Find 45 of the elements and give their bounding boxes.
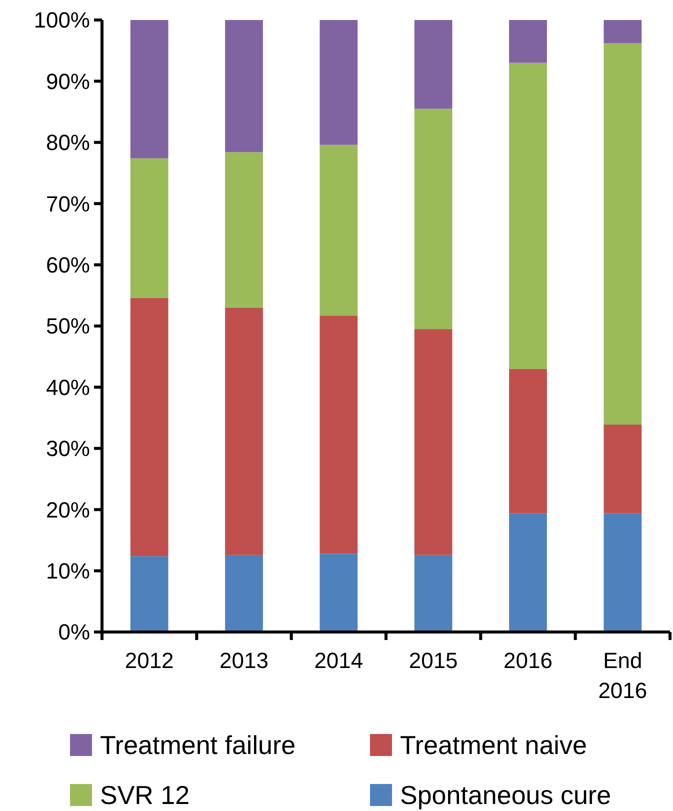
bar: [604, 513, 642, 632]
bar: [225, 308, 263, 555]
bar: [414, 329, 452, 555]
y-tick-label: 40%: [46, 374, 90, 400]
bar: [509, 20, 547, 63]
bar: [225, 554, 263, 632]
bar: [604, 424, 642, 514]
bar: [604, 20, 642, 44]
y-tick-label: 70%: [46, 191, 90, 216]
bar: [320, 554, 358, 632]
bar: [130, 298, 168, 556]
x-tick-label: 2016: [504, 648, 552, 673]
x-tick-label: 2015: [408, 648, 458, 673]
y-tick-label: 50%: [46, 314, 90, 339]
bar: [320, 316, 358, 554]
bar: [225, 20, 263, 152]
y-tick-label: 60%: [46, 252, 90, 278]
x-tick-label: 2013: [220, 648, 268, 673]
y-tick-label: 20%: [46, 497, 90, 522]
bar: [604, 43, 642, 425]
bar: [130, 158, 168, 298]
bar: [130, 20, 168, 158]
bar: [414, 20, 452, 109]
bar: [509, 513, 547, 632]
x-tick-label: End 2016: [598, 648, 648, 703]
bar: [225, 152, 263, 308]
x-tick-label: 2014: [314, 648, 364, 673]
y-tick-label: 80%: [46, 130, 90, 156]
y-tick-label: 90%: [46, 68, 90, 94]
legend-label: Treatment failure: [100, 730, 296, 760]
y-tick-label: 0%: [58, 620, 90, 645]
legend-label: SVR 12: [100, 780, 190, 810]
bar: [414, 108, 452, 330]
bar: [320, 144, 358, 316]
bar: [509, 62, 547, 369]
x-tick-label: 2012: [124, 648, 174, 673]
bar: [414, 554, 452, 632]
bar: [509, 368, 547, 514]
y-tick-label: 100%: [34, 8, 90, 33]
bar: [320, 20, 358, 145]
y-tick-label: 10%: [46, 558, 90, 584]
bar: [130, 556, 168, 632]
y-tick-label: 30%: [46, 436, 90, 462]
legend-label: Treatment naive: [400, 730, 587, 760]
legend-label: Spontaneous cure: [400, 780, 612, 810]
